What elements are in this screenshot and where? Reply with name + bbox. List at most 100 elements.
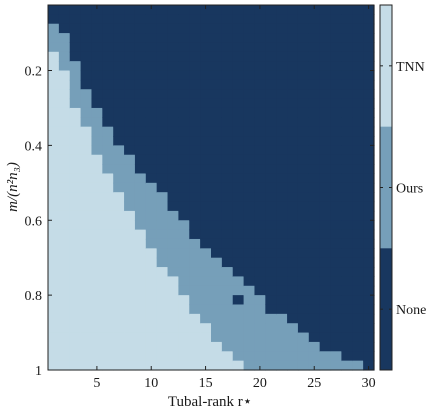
heatmap-cell bbox=[232, 126, 245, 137]
heatmap-cell bbox=[276, 276, 288, 287]
heatmap-cell bbox=[352, 341, 364, 352]
heatmap-cell bbox=[167, 323, 179, 334]
heatmap-cell bbox=[134, 323, 147, 334]
heatmap-cell bbox=[102, 164, 114, 175]
heatmap-cell bbox=[48, 257, 60, 268]
heatmap-cell bbox=[48, 248, 60, 259]
y-tick-label: 0.8 bbox=[25, 289, 43, 304]
heatmap-cell bbox=[363, 304, 375, 315]
heatmap-cell bbox=[58, 238, 71, 249]
heatmap-cell bbox=[145, 154, 158, 165]
heatmap-cell bbox=[319, 154, 332, 165]
heatmap-cell bbox=[48, 107, 60, 118]
heatmap-cell bbox=[69, 33, 82, 44]
heatmap-cell bbox=[330, 23, 342, 34]
heatmap-cell bbox=[352, 360, 364, 371]
heatmap-cell bbox=[363, 117, 375, 128]
heatmap-cell bbox=[308, 248, 321, 259]
heatmap-cell bbox=[211, 126, 223, 137]
heatmap-cell bbox=[232, 276, 245, 287]
y-tick-label: 0.4 bbox=[25, 139, 43, 154]
heatmap-cell bbox=[243, 323, 256, 334]
heatmap-cell bbox=[80, 257, 93, 268]
heatmap-cell bbox=[58, 14, 71, 25]
heatmap-cell bbox=[352, 323, 364, 334]
heatmap-cell bbox=[254, 248, 266, 259]
heatmap-cell bbox=[308, 229, 321, 240]
heatmap-cell bbox=[330, 164, 342, 175]
heatmap-cell bbox=[178, 323, 190, 334]
heatmap-cell bbox=[254, 98, 266, 109]
heatmap-cell bbox=[287, 51, 299, 62]
heatmap-cell bbox=[221, 126, 234, 137]
heatmap-cell bbox=[243, 238, 256, 249]
heatmap-cell bbox=[113, 248, 125, 259]
heatmap-cell bbox=[48, 5, 60, 15]
heatmap-cell bbox=[91, 33, 103, 44]
heatmap-cell bbox=[145, 5, 158, 15]
heatmap-cell bbox=[102, 79, 114, 90]
heatmap-cell bbox=[178, 248, 190, 259]
heatmap-cell bbox=[200, 285, 212, 296]
heatmap-cell bbox=[91, 313, 103, 324]
heatmap-cell bbox=[211, 98, 223, 109]
heatmap-cell bbox=[243, 5, 256, 15]
heatmap-cell bbox=[232, 42, 245, 53]
heatmap-cell bbox=[211, 341, 223, 352]
heatmap-cell bbox=[254, 257, 266, 268]
heatmap-cell bbox=[352, 295, 364, 306]
heatmap-cell bbox=[124, 192, 136, 203]
heatmap-cell bbox=[330, 323, 342, 334]
heatmap-cell bbox=[211, 267, 223, 278]
heatmap-cell bbox=[178, 23, 190, 34]
heatmap-cell bbox=[352, 98, 364, 109]
heatmap-cell bbox=[134, 238, 147, 249]
heatmap-cell bbox=[167, 192, 179, 203]
heatmap-cell bbox=[330, 61, 342, 72]
heatmap-cell bbox=[48, 238, 60, 249]
heatmap-cell bbox=[189, 107, 201, 118]
heatmap-cell bbox=[145, 14, 158, 25]
heatmap-cell bbox=[134, 295, 147, 306]
heatmap-cell bbox=[221, 267, 234, 278]
heatmap-cell bbox=[134, 173, 147, 184]
heatmap-cell bbox=[287, 201, 299, 212]
heatmap-cell bbox=[308, 154, 321, 165]
heatmap-cell bbox=[156, 267, 169, 278]
heatmap-cell bbox=[113, 107, 125, 118]
heatmap-cell bbox=[287, 295, 299, 306]
heatmap-cell bbox=[221, 313, 234, 324]
heatmap-cell bbox=[189, 182, 201, 193]
heatmap-cell bbox=[124, 5, 136, 15]
heatmap-cell bbox=[178, 117, 190, 128]
heatmap-cell bbox=[178, 351, 190, 362]
heatmap-cell bbox=[287, 5, 299, 15]
heatmap-cell bbox=[297, 70, 310, 81]
heatmap-cell bbox=[145, 313, 158, 324]
heatmap-cell bbox=[156, 341, 169, 352]
heatmap-cell bbox=[308, 313, 321, 324]
heatmap-cell bbox=[308, 341, 321, 352]
heatmap-cell bbox=[211, 304, 223, 315]
heatmap-cell bbox=[80, 14, 93, 25]
heatmap-cell bbox=[330, 79, 342, 90]
heatmap-cell bbox=[211, 107, 223, 118]
heatmap-cell bbox=[113, 323, 125, 334]
heatmap-cell bbox=[58, 182, 71, 193]
heatmap-cell bbox=[145, 145, 158, 156]
heatmap-cell bbox=[363, 323, 375, 334]
heatmap-cell bbox=[145, 89, 158, 100]
heatmap-cell bbox=[341, 229, 353, 240]
heatmap-cell bbox=[189, 23, 201, 34]
heatmap-cell bbox=[276, 173, 288, 184]
heatmap-cell bbox=[102, 14, 114, 25]
heatmap-cell bbox=[243, 332, 256, 343]
heatmap-cell bbox=[265, 304, 277, 315]
heatmap-cell bbox=[297, 23, 310, 34]
heatmap-cell bbox=[352, 164, 364, 175]
heatmap-cell bbox=[189, 164, 201, 175]
heatmap-cell bbox=[265, 192, 277, 203]
heatmap-cell bbox=[134, 42, 147, 53]
heatmap-cell bbox=[211, 276, 223, 287]
heatmap-cell bbox=[200, 229, 212, 240]
